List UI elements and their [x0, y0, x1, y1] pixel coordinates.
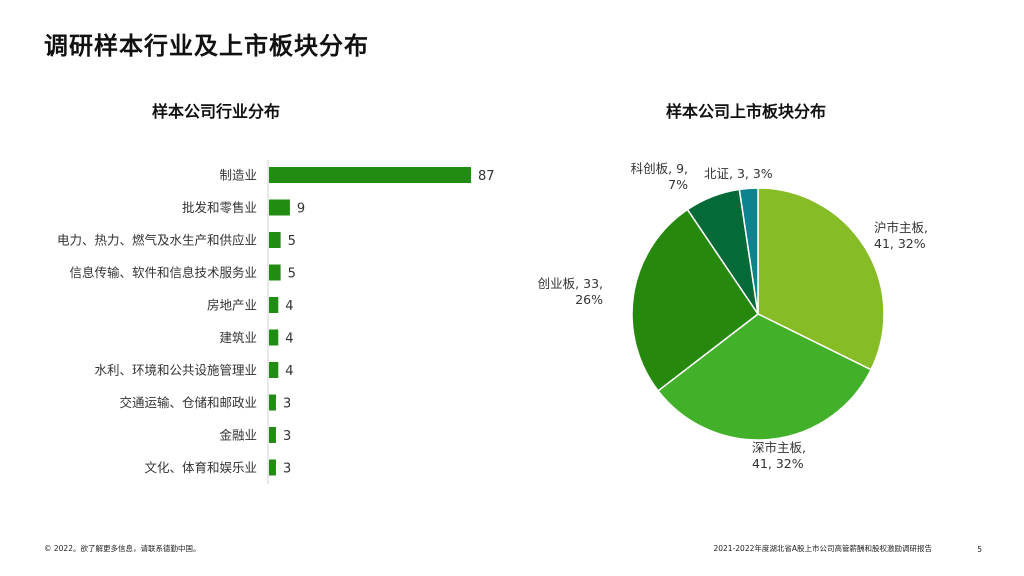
- bar: [269, 459, 276, 476]
- pie-slice-label: 北证, 3, 3%: [704, 166, 773, 181]
- bar: [269, 297, 279, 313]
- bar-value-label: 3: [283, 429, 291, 444]
- bar-value-label: 4: [285, 364, 293, 379]
- page-number: 5: [977, 545, 982, 554]
- bar-category-label: 批发和零售业: [182, 200, 257, 215]
- bar: [269, 199, 290, 216]
- bar-category-label: 金融业: [219, 428, 257, 443]
- pie-slice: [757, 187, 885, 371]
- bar-category-label: 水利、环境和公共设施管理业: [94, 363, 257, 378]
- pie-slice-label: 深市主板, 41, 32%: [752, 440, 806, 471]
- bar-value-label: 9: [297, 202, 305, 217]
- bar: [269, 167, 471, 183]
- page-title: 调研样本行业及上市板块分布: [44, 32, 369, 60]
- bar-value-label: 4: [285, 299, 293, 314]
- bar-category-label: 建筑业: [219, 330, 257, 345]
- bar-value-label: 3: [283, 397, 291, 412]
- bar: [269, 362, 279, 378]
- bar-chart-title: 样本公司行业分布: [152, 102, 281, 121]
- footer-copyright: © 2022。欲了解更多信息，请联系德勤中国。: [44, 544, 201, 553]
- bar: [269, 264, 281, 281]
- bar-value-label: 4: [285, 332, 293, 347]
- footer-report-title: 2021-2022年度湖北省A股上市公司高管薪酬和股权激励调研报告: [713, 544, 932, 553]
- bar: [269, 329, 279, 346]
- bar: [269, 232, 281, 248]
- bar: [269, 427, 276, 443]
- pie-slice-label: 创业板, 33, 26%: [538, 276, 603, 307]
- pie-slice: [631, 208, 760, 392]
- bar-category-label: 文化、体育和娱乐业: [144, 460, 257, 475]
- bar-value-label: 87: [478, 169, 495, 184]
- pie-slice-label: 沪市主板, 41, 32%: [874, 220, 928, 251]
- bar-category-label: 信息传输、软件和信息技术服务业: [69, 265, 257, 280]
- bar-category-label: 制造业: [219, 168, 257, 183]
- pie-slice: [738, 187, 759, 315]
- bar-value-label: 3: [283, 462, 291, 477]
- bar-category-label: 交通运输、仓储和邮政业: [119, 395, 257, 410]
- bar-value-label: 5: [288, 267, 296, 282]
- bar-category-label: 电力、热力、燃气及水生产和供应业: [57, 233, 257, 248]
- pie-slice: [657, 313, 873, 441]
- pie-slice-label: 科创板, 9, 7%: [631, 161, 688, 192]
- bar-category-label: 房地产业: [207, 298, 257, 313]
- pie-chart-title: 样本公司上市板块分布: [666, 102, 827, 121]
- bar-value-label: 5: [288, 234, 296, 249]
- bar: [269, 394, 276, 411]
